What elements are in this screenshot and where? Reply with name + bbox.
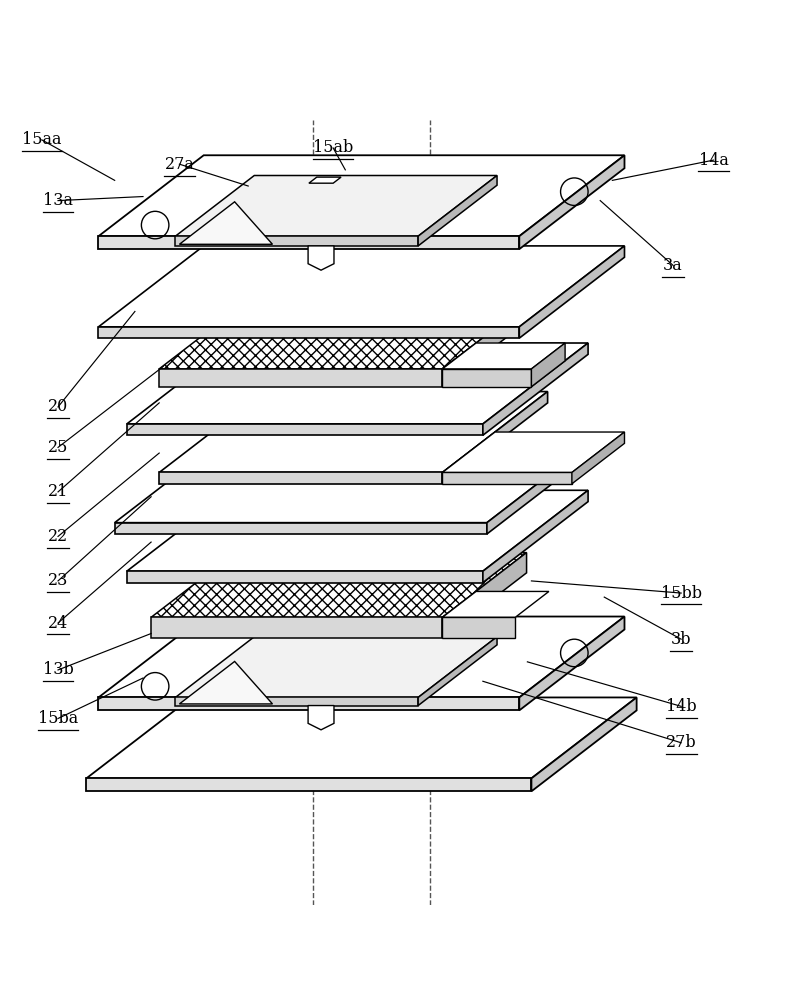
Text: 15ab: 15ab	[313, 139, 353, 156]
Polygon shape	[159, 369, 442, 387]
Polygon shape	[519, 155, 624, 249]
Polygon shape	[483, 343, 587, 435]
Polygon shape	[418, 637, 496, 706]
Polygon shape	[308, 177, 341, 183]
Polygon shape	[86, 697, 636, 778]
Polygon shape	[127, 490, 587, 571]
Polygon shape	[442, 392, 547, 484]
Polygon shape	[175, 236, 418, 246]
Text: 24: 24	[48, 615, 68, 632]
Text: 22: 22	[48, 528, 68, 545]
Polygon shape	[98, 697, 519, 710]
Polygon shape	[418, 176, 496, 246]
Polygon shape	[442, 432, 624, 472]
Text: 21: 21	[48, 483, 68, 500]
Polygon shape	[442, 304, 526, 387]
Text: 3b: 3b	[670, 631, 690, 648]
Polygon shape	[483, 490, 587, 583]
Polygon shape	[175, 697, 418, 706]
Polygon shape	[127, 343, 587, 424]
Polygon shape	[519, 617, 624, 710]
Polygon shape	[98, 236, 519, 249]
Polygon shape	[487, 442, 591, 534]
Text: 13b: 13b	[43, 661, 73, 678]
Polygon shape	[442, 369, 530, 387]
Text: 14a: 14a	[697, 152, 727, 169]
Text: 27b: 27b	[665, 734, 696, 751]
Polygon shape	[114, 523, 487, 534]
Polygon shape	[519, 246, 624, 338]
Text: 13a: 13a	[43, 192, 73, 209]
Polygon shape	[127, 571, 483, 583]
Polygon shape	[442, 591, 548, 617]
Text: 23: 23	[48, 572, 68, 589]
Polygon shape	[307, 246, 333, 270]
Text: 15aa: 15aa	[22, 131, 62, 148]
Polygon shape	[442, 553, 526, 638]
Polygon shape	[179, 202, 272, 244]
Polygon shape	[98, 327, 519, 338]
Polygon shape	[571, 432, 624, 484]
Polygon shape	[98, 155, 624, 236]
Polygon shape	[442, 472, 571, 484]
Text: 15ba: 15ba	[38, 710, 78, 727]
Polygon shape	[86, 778, 530, 791]
Polygon shape	[530, 697, 636, 791]
Polygon shape	[159, 304, 526, 369]
Polygon shape	[530, 343, 564, 387]
Polygon shape	[151, 617, 442, 638]
Polygon shape	[442, 343, 564, 369]
Polygon shape	[442, 617, 515, 638]
Polygon shape	[151, 553, 526, 617]
Polygon shape	[179, 661, 272, 704]
Polygon shape	[159, 472, 442, 484]
Text: 14b: 14b	[665, 698, 696, 715]
Polygon shape	[175, 176, 496, 236]
Polygon shape	[175, 637, 496, 697]
Text: 25: 25	[48, 439, 68, 456]
Polygon shape	[98, 617, 624, 697]
Polygon shape	[98, 246, 624, 327]
Text: 27a: 27a	[165, 156, 194, 173]
Text: 15bb: 15bb	[660, 585, 701, 602]
Polygon shape	[307, 706, 333, 730]
Polygon shape	[127, 424, 483, 435]
Text: 20: 20	[48, 398, 68, 415]
Polygon shape	[114, 442, 591, 523]
Polygon shape	[159, 392, 547, 472]
Text: 3a: 3a	[663, 257, 682, 274]
